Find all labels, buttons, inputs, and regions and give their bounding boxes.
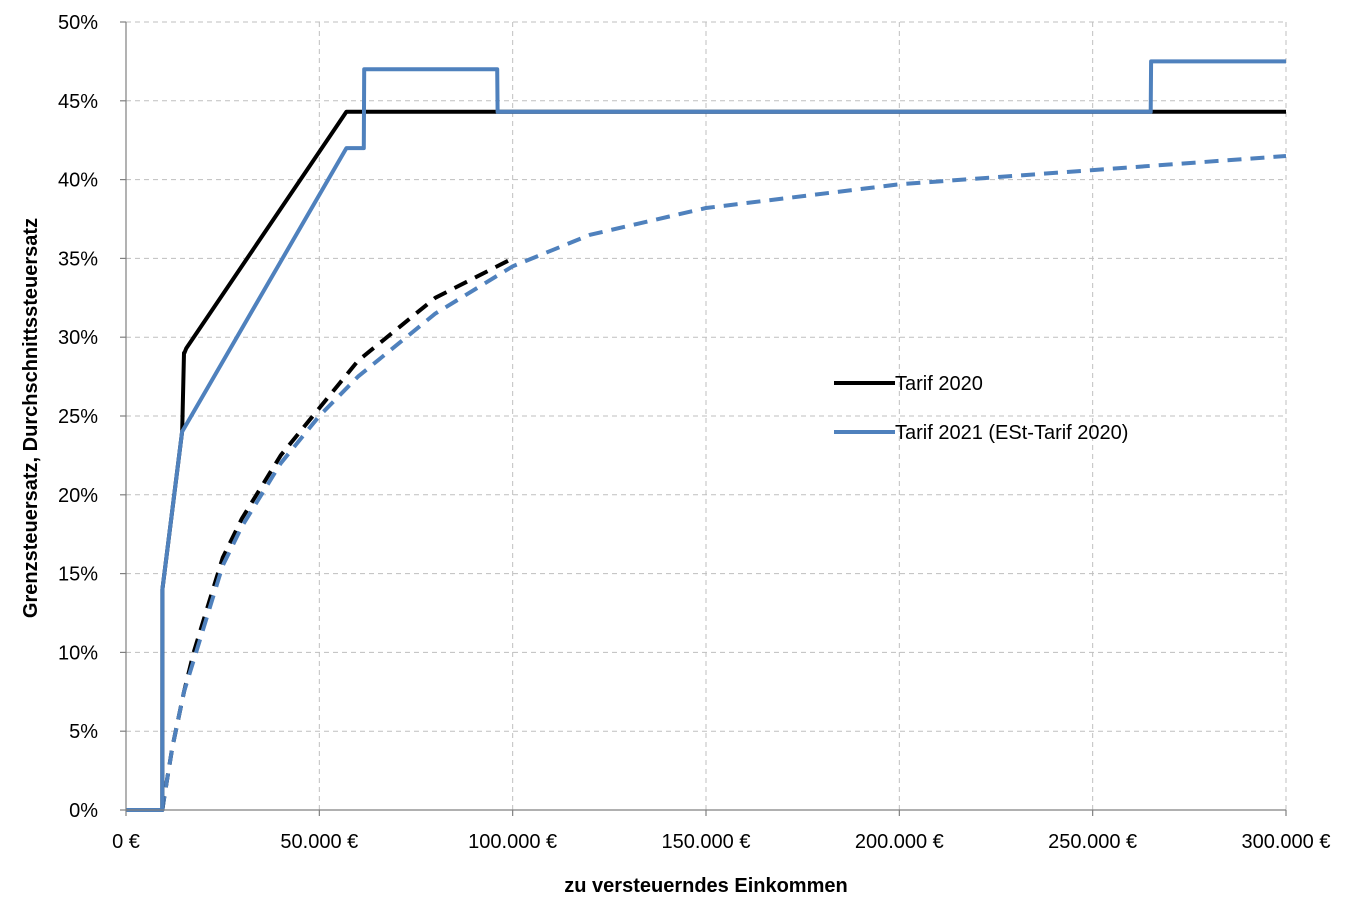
y-tick-label: 5% [69, 721, 98, 743]
y-tick-label: 0% [69, 800, 98, 822]
x-tick-label: 0 € [112, 831, 140, 853]
legend: Tarif 2020 Tarif 2021 (ESt-Tarif 2020) [834, 373, 1128, 444]
y-tick-label: 20% [58, 485, 98, 507]
x-tick-label: 50.000 € [280, 831, 358, 853]
y-axis-title: Grenzsteuersatz, Durchschnittssteuersatz [20, 218, 42, 618]
y-tick-label: 50% [58, 12, 98, 34]
y-tick-label: 15% [58, 564, 98, 586]
y-tick-label: 25% [58, 406, 98, 428]
x-tick-label: 150.000 € [662, 831, 751, 853]
series-line-1 [126, 59, 1286, 812]
y-tick-label: 35% [58, 248, 98, 270]
y-tick-label: 45% [58, 91, 98, 113]
y-tick-label: 40% [58, 170, 98, 192]
series-line-3 [160, 154, 1287, 811]
series-line-0 [126, 109, 1286, 812]
legend-label-tarif-2021: Tarif 2021 (ESt-Tarif 2020) [895, 422, 1128, 444]
tick-labels: 0% 5% 10% 15% 20% 25% 30% 35% 40% 45% 50% 0 € 50.000… [58, 12, 1331, 853]
x-tick-label: 200.000 € [855, 831, 944, 853]
series-line-2 [160, 256, 514, 811]
legend-label-tarif-2020: Tarif 2020 [895, 373, 983, 395]
axes [120, 21, 1287, 816]
grid [126, 21, 1287, 810]
series-lines [126, 59, 1287, 812]
x-axis-title: zu versteuerndes Einkommen [564, 875, 847, 897]
x-tick-label: 300.000 € [1242, 831, 1331, 853]
y-tick-label: 30% [58, 327, 98, 349]
y-tick-label: 10% [58, 642, 98, 664]
x-tick-label: 250.000 € [1048, 831, 1137, 853]
x-tick-label: 100.000 € [468, 831, 557, 853]
